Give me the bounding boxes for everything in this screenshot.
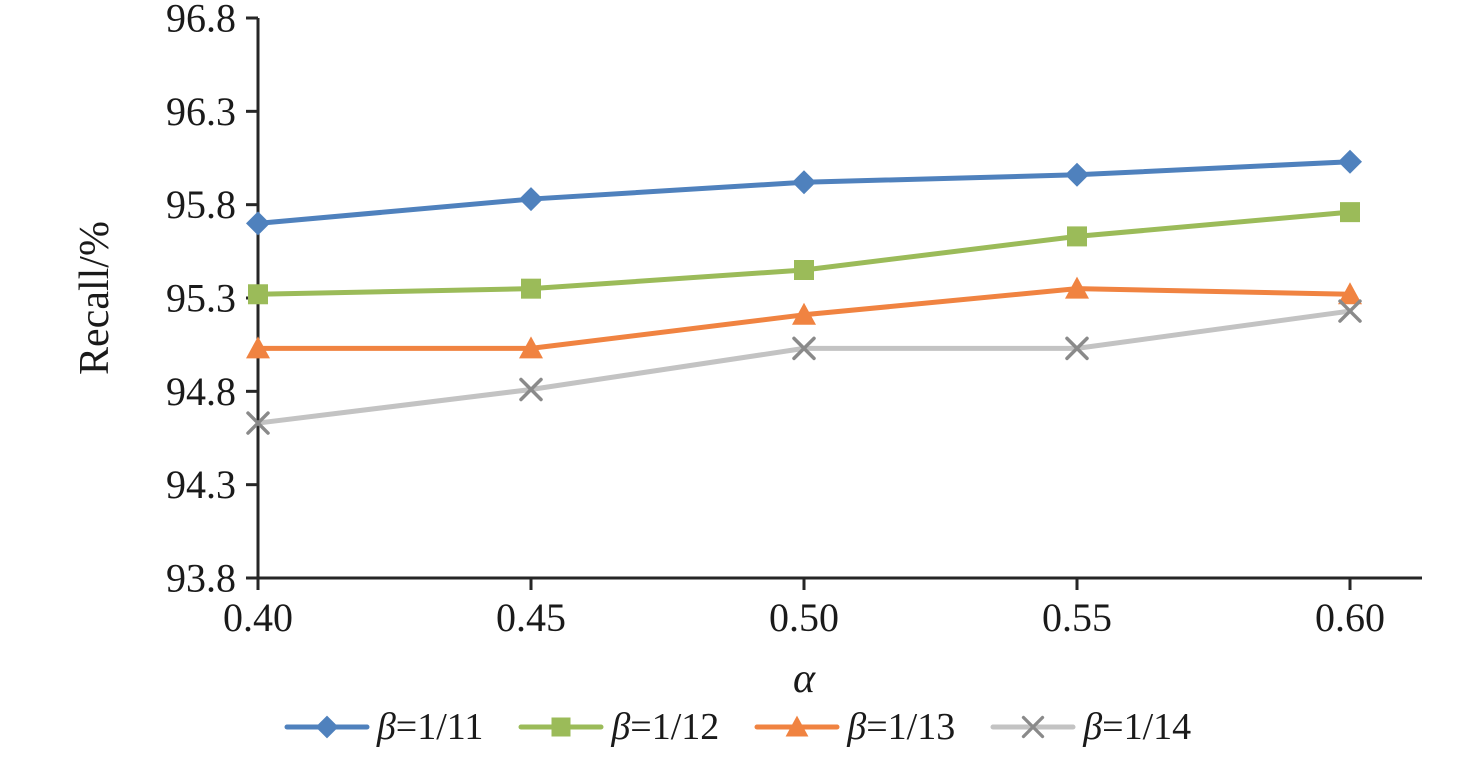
y-tick-label: 96.3 [166,89,236,134]
y-axis-title: Recall/% [72,221,118,375]
legend-marker [518,717,604,737]
legend-marker [990,715,1076,739]
square-marker [521,278,541,299]
x-marker [1338,299,1362,323]
series-3 [246,276,1362,359]
x-marker [1065,336,1089,361]
x-tick-label: 0.45 [496,595,566,640]
series-4 [246,299,1362,435]
x-marker [246,411,270,435]
diamond-marker [1065,162,1089,187]
square-marker [551,717,571,737]
y-tick-label: 96.8 [166,0,236,41]
legend-label: β=1/14 [1083,706,1192,748]
diamond-marker [315,715,339,739]
legend-item-1: β=1/11 [284,705,484,749]
legend-item-4: β=1/14 [990,705,1192,749]
triangle-marker [1065,276,1089,299]
triangle-marker [246,336,270,359]
x-axis-title: α [793,656,816,702]
square-marker [1067,226,1087,247]
y-tick-label: 93.8 [166,556,236,601]
legend-item-2: β=1/12 [518,705,720,749]
x-tick-label: 0.55 [1042,595,1112,640]
y-tick-label: 94.3 [166,462,236,507]
series-1 [246,149,1362,236]
legend-item-3: β=1/13 [754,705,956,749]
x-marker [519,377,543,402]
y-tick-label: 94.8 [166,369,236,414]
square-marker [794,260,814,280]
chart-legend: β=1/11 β=1/12 β=1/13 β=1/14 [0,705,1476,749]
triangle-marker [1338,282,1362,305]
square-marker [1340,202,1360,223]
square-marker [248,284,268,305]
legend-marker [284,715,370,739]
diamond-marker [792,170,816,195]
x-tick-label: 0.60 [1315,595,1385,640]
diamond-marker [246,211,270,236]
x-tick-label: 0.50 [769,595,839,640]
legend-label: β=1/11 [376,706,484,748]
diamond-marker [519,187,543,212]
legend-label: β=1/13 [847,706,956,748]
y-tick-label: 95.8 [166,182,236,227]
y-tick-label: 95.3 [166,276,236,321]
series-2 [248,202,1360,305]
diamond-marker [1338,149,1362,174]
triangle-marker [519,336,543,359]
x-marker [792,336,816,361]
x-marker [1022,715,1045,739]
legend-label: β=1/12 [611,706,720,748]
legend-marker [754,715,840,737]
triangle-marker [792,302,816,325]
triangle-marker [785,715,809,737]
series-line [255,308,1353,426]
plot-area: 93.8 94.3 94.8 95.3 95.8 96.3 96.8 0.40 0.45 0.50… [166,0,1422,640]
x-tick-label: 0.40 [223,595,293,640]
series-line [255,209,1353,297]
